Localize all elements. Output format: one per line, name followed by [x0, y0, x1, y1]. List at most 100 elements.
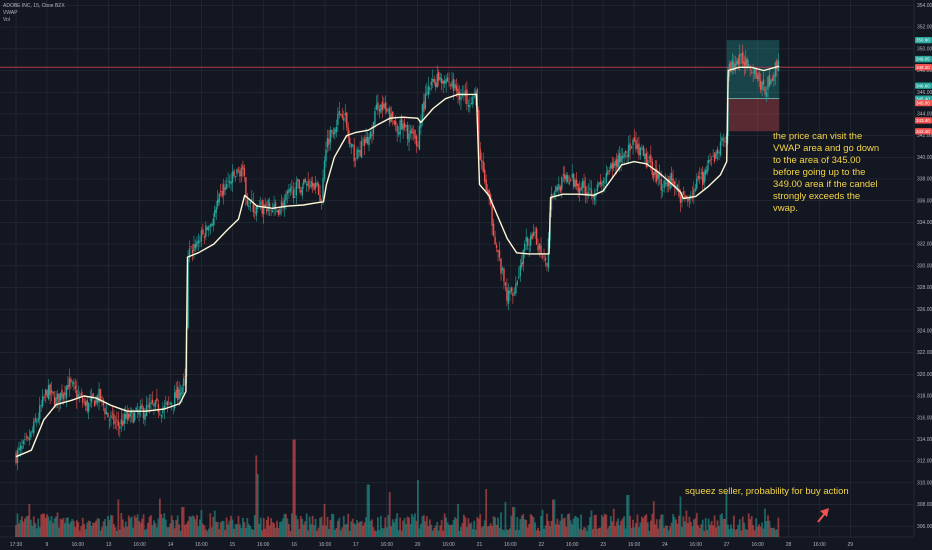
- candle-body: [409, 130, 412, 134]
- candle-body: [629, 143, 631, 151]
- volume-bar: [95, 520, 97, 537]
- candle-body: [245, 177, 247, 198]
- volume-bar: [728, 528, 731, 537]
- candle-body: [98, 388, 100, 403]
- volume-bar: [664, 525, 667, 537]
- volume-bar: [387, 514, 390, 537]
- volume-bar: [256, 474, 259, 537]
- candle-body: [346, 112, 348, 128]
- candle-body: [176, 386, 179, 400]
- volume-bar: [276, 520, 278, 537]
- volume-bar: [201, 523, 204, 537]
- candle-body: [529, 235, 532, 246]
- volume-bar: [141, 518, 143, 537]
- x-tick-label: 17:30: [10, 542, 23, 548]
- candle-body: [602, 180, 605, 183]
- volume-bar: [105, 526, 108, 537]
- volume-bar: [247, 523, 250, 537]
- candle-body: [292, 189, 295, 199]
- candle-body: [752, 71, 754, 73]
- volume-bar: [212, 516, 215, 537]
- volume-bar: [463, 514, 465, 537]
- volume-bar: [117, 499, 120, 537]
- candle-body: [577, 184, 579, 192]
- volume-bar: [23, 518, 26, 537]
- candle-body: [691, 193, 694, 194]
- candle-body: [362, 139, 364, 141]
- volume-bar: [673, 516, 676, 537]
- y-tick-label: 316.00: [917, 415, 932, 421]
- candle-body: [71, 382, 74, 384]
- volume-bar: [115, 530, 118, 537]
- candle-body: [70, 378, 72, 383]
- volume-bar: [356, 520, 359, 537]
- volume-bar: [136, 514, 139, 537]
- volume-bar: [525, 519, 528, 537]
- volume-bar: [529, 514, 532, 537]
- x-tick-label: 14: [168, 542, 174, 548]
- volume-bar: [446, 522, 449, 537]
- volume-bar: [331, 513, 333, 537]
- x-tick-label: 16:00: [442, 542, 455, 548]
- volume-bar: [735, 529, 738, 537]
- volume-bar: [679, 496, 682, 537]
- candle-body: [565, 175, 567, 182]
- candle-body: [435, 82, 437, 88]
- volume-bar: [49, 520, 52, 537]
- candle-body: [372, 122, 375, 135]
- volume-legend-label[interactable]: Vol: [3, 17, 10, 23]
- volume-bar: [623, 516, 626, 537]
- candle-body: [731, 59, 734, 71]
- candle-body: [590, 189, 593, 196]
- volume-bar: [408, 517, 410, 537]
- volume-bar: [74, 527, 77, 537]
- x-tick-label: 27: [724, 542, 730, 548]
- volume-bar: [448, 524, 450, 537]
- candle-body: [522, 250, 524, 265]
- volume-bar: [65, 517, 68, 537]
- symbol-title[interactable]: ADOBE INC, 15, Cboe BZX: [3, 3, 65, 9]
- volume-bar: [759, 526, 762, 537]
- volume-bar: [577, 517, 580, 537]
- time-axis[interactable]: 17:30 9 16:00 13 16:00 14 16:00 15 16:00 16 16:00 1…: [10, 542, 854, 548]
- volume-bar: [486, 526, 489, 537]
- candle-body: [254, 211, 256, 213]
- volume-bar: [258, 523, 261, 537]
- volume-bar: [179, 530, 182, 537]
- candle-body: [750, 72, 753, 74]
- candle-body: [429, 87, 431, 90]
- volume-bar: [756, 526, 759, 537]
- price-tag-label: 345.40: [916, 96, 930, 101]
- volume-bar: [381, 527, 384, 537]
- volume-bar: [41, 513, 44, 537]
- candle-body: [710, 158, 713, 160]
- volume-bar: [712, 525, 715, 537]
- candle-body: [467, 104, 470, 107]
- volume-bar: [575, 516, 578, 537]
- volume-bar: [517, 529, 520, 537]
- vwap-line: [15, 65, 780, 458]
- x-tick-label: 22: [539, 542, 545, 548]
- volume-bar: [268, 525, 271, 537]
- volume-bar: [584, 527, 587, 537]
- candle-body: [160, 415, 163, 417]
- volume-bar: [500, 512, 502, 537]
- volume-bar: [774, 529, 777, 537]
- volume-bar: [638, 527, 640, 537]
- candle-body: [507, 290, 510, 304]
- vwap-legend-label[interactable]: VWAP: [3, 10, 18, 16]
- volume-bar: [713, 515, 716, 537]
- volume-bar: [526, 527, 529, 537]
- volume-bar: [553, 499, 556, 537]
- volume-bar: [658, 519, 661, 537]
- y-tick-label: 306.00: [917, 524, 932, 530]
- volume-bar: [620, 520, 623, 537]
- volume-bar: [262, 517, 265, 537]
- volume-bar: [77, 521, 80, 537]
- candle-body: [479, 148, 481, 160]
- candle-body: [506, 287, 508, 301]
- candle-body: [659, 173, 661, 177]
- price-axis[interactable]: 306.00 308.00 310.00 312.00 314.00 316.00 318.…: [917, 3, 932, 530]
- candle-body: [262, 204, 265, 215]
